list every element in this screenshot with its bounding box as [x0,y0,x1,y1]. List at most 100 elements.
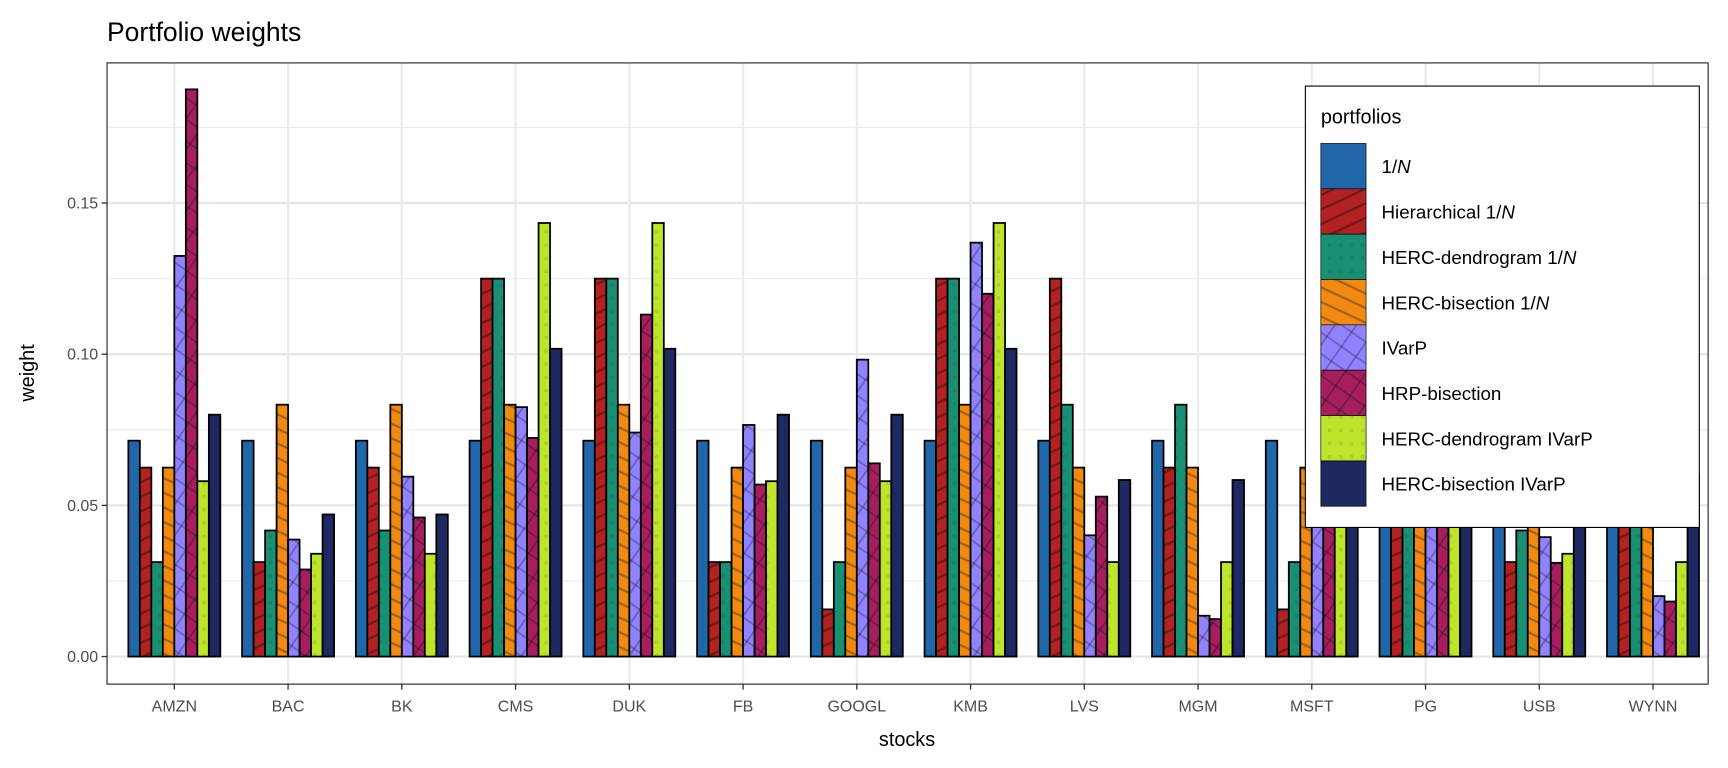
bar-1-n-lvs [1037,439,1051,658]
bar-herc-dendrogram-1-n-fb [719,561,733,658]
bar-ivarp-bac [287,538,301,658]
legend: portfolios 1/N Hierarchical 1/N HERC-dendr… [1304,85,1700,528]
bar-hrp-bisection-wynn [1663,600,1677,658]
x-tick-label-bac: BAC [272,699,305,716]
x-tick-label-wynn: WYNN [1629,699,1678,716]
bar-hierarchical-1-n-bac [252,561,266,658]
legend-key-herc-bisection-ivarp [1320,460,1367,507]
bar-1-n-duk [582,439,596,658]
legend-label-herc-bisection-ivarp: HERC-bisection IVarP [1382,474,1566,495]
legend-label-hrp-bisection: HRP-bisection [1382,383,1502,404]
legend-label-1-n: 1/N [1382,156,1412,177]
legend-key-herc-dendrogram-ivarp [1320,415,1367,462]
bar-herc-bisection-ivarp-bac [321,513,335,658]
x-tick-label-usb: USB [1523,699,1556,716]
bar-herc-bisection-1-n-mgm [1185,466,1199,658]
y-tick-label: 0.00 [67,649,98,666]
x-axis-label: stocks [879,729,935,751]
bar-1-n-bk [354,439,369,658]
bar-ivarp-cms [514,406,528,658]
bar-herc-dendrogram-ivarp-bk [423,552,438,658]
bar-1-n-googl [809,439,824,658]
chart-title: Portfolio weights [107,17,301,47]
bar-herc-bisection-ivarp-cms [549,347,563,658]
bar-hierarchical-1-n-fb [707,561,721,658]
bar-herc-dendrogram-ivarp-fb [765,480,779,658]
bar-hierarchical-1-n-mgm [1162,466,1176,658]
bar-1-n-amzn [127,439,141,658]
bar-herc-dendrogram-ivarp-wynn [1675,561,1689,658]
bar-hrp-bisection-lvs [1094,495,1109,658]
bar-herc-dendrogram-1-n-usb [1515,529,1529,658]
x-tick-label-lvs: LVS [1070,699,1099,716]
bar-herc-bisection-1-n-bk [389,403,403,658]
bar-ivarp-googl [855,358,870,658]
bar-herc-bisection-1-n-kmb [958,403,972,658]
bar-1-n-bac [241,439,255,658]
bar-herc-bisection-1-n-amzn [161,466,176,658]
bar-herc-bisection-ivarp-bk [435,513,449,658]
bar-herc-bisection-ivarp-fb [776,413,790,658]
bar-ivarp-lvs [1083,534,1097,658]
legend-label-ivarp: IVarP [1382,338,1428,359]
y-tick-label: 0.10 [67,347,98,364]
bar-herc-dendrogram-1-n-amzn [150,561,164,658]
bar-herc-dendrogram-ivarp-bac [310,552,324,658]
bar-herc-bisection-1-n-googl [844,466,858,658]
bar-ivarp-usb [1538,536,1552,658]
bar-hierarchical-1-n-msft [1276,608,1290,658]
y-tick-label: 0.05 [67,498,98,515]
bar-hrp-bisection-googl [867,462,881,658]
bar-herc-bisection-1-n-duk [616,403,631,658]
bar-ivarp-duk [628,431,642,658]
bar-herc-bisection-ivarp-googl [890,413,904,658]
bar-herc-bisection-1-n-cms [503,403,517,658]
bar-herc-bisection-1-n-lvs [1071,466,1086,658]
legend-key-herc-bisection-1-n [1320,279,1367,326]
bar-herc-bisection-ivarp-amzn [207,413,222,658]
bar-hrp-bisection-duk [639,313,654,658]
bar-herc-dendrogram-ivarp-duk [651,222,665,658]
bar-hrp-bisection-usb [1549,561,1564,658]
bar-herc-dendrogram-1-n-cms [491,277,505,658]
bar-hrp-bisection-msft [1322,504,1336,658]
bar-herc-dendrogram-1-n-kmb [946,277,960,658]
legend-key-hierarchical-1-n [1320,188,1367,235]
legend-label-herc-dendrogram-ivarp: HERC-dendrogram IVarP [1382,428,1593,449]
legend-box [1304,85,1700,528]
bar-herc-dendrogram-1-n-bac [264,529,278,658]
x-tick-label-googl: GOOGL [827,699,886,716]
bar-herc-dendrogram-ivarp-amzn [196,480,210,658]
legend-key-1-n [1320,143,1367,190]
bar-herc-bisection-ivarp-lvs [1117,479,1132,658]
y-tick-label: 0.15 [67,196,98,213]
bar-ivarp-fb [742,424,756,658]
bar-herc-bisection-1-n-bac [275,403,289,658]
bar-hrp-bisection-kmb [981,292,995,658]
bar-hrp-bisection-bac [298,568,312,658]
bar-1-n-mgm [1151,439,1165,658]
legend-label-herc-bisection-1-n: HERC-bisection 1/N [1382,292,1550,313]
bar-ivarp-wynn [1652,595,1666,658]
bar-hrp-bisection-fb [753,483,767,658]
x-tick-label-msft: MSFT [1290,699,1334,716]
bar-hierarchical-1-n-kmb [935,277,949,658]
bar-herc-dendrogram-ivarp-kmb [992,222,1006,658]
x-tick-label-mgm: MGM [1178,699,1217,716]
legend-label-hierarchical-1-n: Hierarchical 1/N [1382,202,1516,223]
x-tick-label-cms: CMS [498,699,534,716]
bar-hrp-bisection-cms [526,437,540,658]
bar-hierarchical-1-n-usb [1503,561,1518,658]
x-tick-label-duk: DUK [612,699,646,716]
bar-herc-dendrogram-ivarp-cms [537,222,551,658]
y-axis-label: weight [17,344,39,403]
bar-ivarp-bk [400,475,415,658]
panel-border [106,62,1709,685]
bar-herc-dendrogram-ivarp-googl [878,480,893,658]
bar-herc-dendrogram-1-n-msft [1287,561,1302,658]
bar-herc-dendrogram-ivarp-mgm [1220,561,1234,658]
bar-ivarp-amzn [173,255,187,658]
bar-herc-dendrogram-ivarp-lvs [1106,561,1120,658]
bar-herc-dendrogram-1-n-bk [377,529,392,658]
